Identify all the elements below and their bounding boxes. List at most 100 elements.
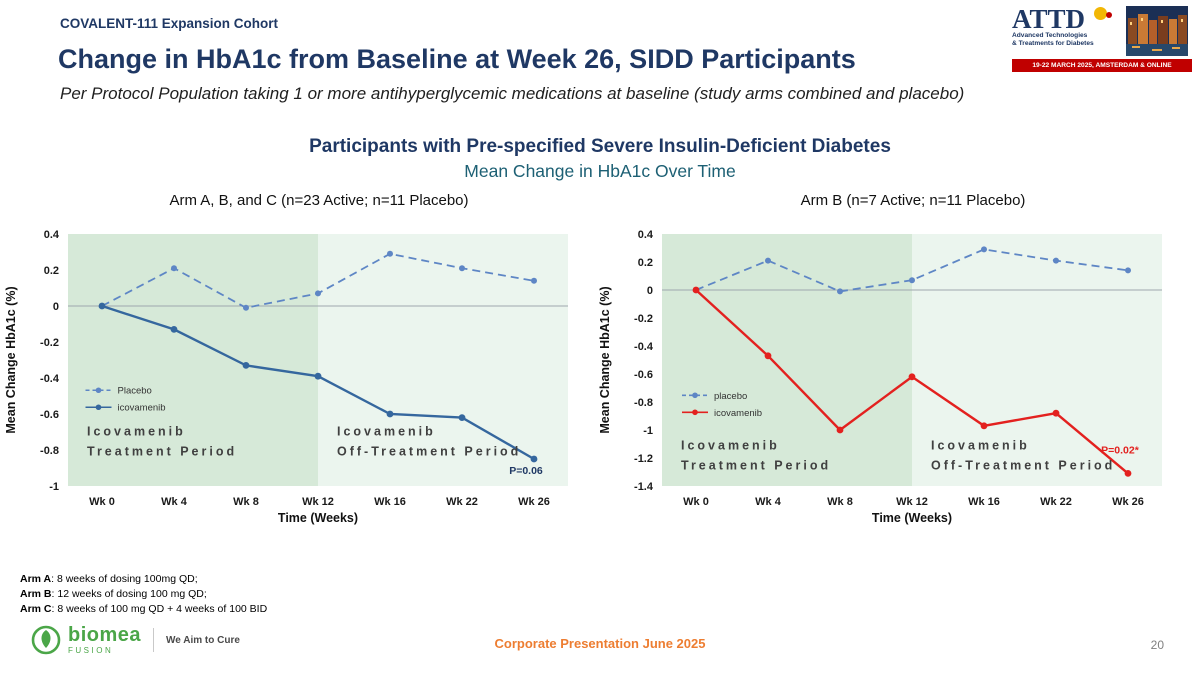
- data-point-placebo: [909, 277, 915, 284]
- y-tick-label: 0.2: [44, 265, 59, 277]
- attd-logo-block: ATTD Advanced Technologies & Treatments …: [1012, 6, 1192, 72]
- legend-marker: [95, 387, 102, 394]
- biomea-logo-icon: [31, 625, 61, 655]
- data-point-icovamenib: [242, 362, 250, 369]
- y-tick-label: -0.8: [634, 397, 653, 409]
- y-tick-label: -1: [643, 425, 653, 437]
- off-treatment-period-label: Off-Treatment Period: [931, 458, 1115, 472]
- off-treatment-period-label: Icovamenib: [337, 425, 436, 439]
- off-treatment-period-label: Icovamenib: [931, 438, 1030, 452]
- footnote-text: : 8 weeks of 100 mg QD + 4 weeks of 100 …: [51, 603, 268, 615]
- x-tick-label: Wk 8: [827, 496, 853, 508]
- x-tick-label: Wk 0: [89, 496, 115, 508]
- footnotes: Arm A: 8 weeks of dosing 100mg QD; Arm B…: [20, 572, 267, 617]
- footnote-text: : 8 weeks of dosing 100mg QD;: [51, 573, 198, 585]
- x-axis-label: Time (Weeks): [278, 511, 358, 525]
- section-subheading: Mean Change in HbA1c Over Time: [464, 161, 736, 181]
- data-point-placebo: [837, 288, 843, 295]
- x-tick-label: Wk 4: [161, 496, 188, 508]
- line-chart-arm-abc: 0.4 0.2 0 -0.2 -0.4 -0.6 -0.8 -1 Wk 0 Wk 4 Wk 8 Wk …: [4, 229, 568, 525]
- y-tick-label: -0.4: [634, 341, 654, 353]
- data-point-icovamenib: [980, 422, 988, 430]
- legend-marker: [692, 409, 698, 416]
- data-point-icovamenib: [1052, 409, 1060, 417]
- data-point-icovamenib: [98, 302, 106, 310]
- off-treatment-period-label: Off-Treatment Period: [337, 445, 521, 459]
- section-heading: Participants with Pre-specified Severe I…: [309, 136, 891, 157]
- x-axis-label: Time (Weeks): [872, 511, 952, 525]
- x-tick-label: Wk 8: [233, 496, 259, 508]
- footer-presentation-label: Corporate Presentation June 2025: [494, 636, 706, 651]
- x-tick-label: Wk 0: [683, 496, 709, 508]
- x-tick-label: Wk 4: [755, 496, 782, 508]
- x-tick-label: Wk 16: [968, 496, 1000, 508]
- data-point-icovamenib: [1124, 470, 1132, 477]
- footnote-label: Arm A: [20, 573, 52, 585]
- data-point-Placebo: [171, 265, 177, 272]
- data-point-icovamenib: [692, 286, 700, 294]
- x-tick-label: Wk 12: [302, 496, 334, 508]
- treatment-period-label: Treatment Period: [681, 458, 831, 472]
- footnote-arm-a: Arm A: 8 weeks of dosing 100mg QD;: [20, 572, 267, 587]
- chart-arm-b: Arm B (n=7 Active; n=11 Placebo) 0.4 0.2 0…: [596, 188, 1170, 535]
- attd-reddot-icon: [1106, 12, 1112, 18]
- data-point-icovamenib: [386, 410, 394, 418]
- data-point-placebo: [981, 246, 987, 253]
- biomea-tagline: We Aim to Cure: [166, 634, 240, 646]
- data-point-icovamenib: [530, 455, 538, 463]
- data-point-icovamenib: [908, 373, 916, 381]
- x-tick-label: Wk 26: [518, 496, 550, 508]
- treatment-period-label: Treatment Period: [87, 445, 237, 459]
- attd-tagline-2: & Treatments for Diabetes: [1012, 40, 1094, 47]
- chart-title-arm-b: Arm B (n=7 Active; n=11 Placebo): [800, 192, 1026, 209]
- data-point-placebo: [765, 257, 771, 264]
- off-treatment-region: [318, 234, 568, 486]
- legend-marker: [95, 404, 102, 411]
- treatment-period-label: Icovamenib: [681, 438, 780, 452]
- y-tick-label: -0.4: [40, 373, 60, 385]
- x-tick-label: Wk 16: [374, 496, 406, 508]
- treatment-period-region: [662, 234, 912, 486]
- y-tick-label: 0.2: [638, 257, 653, 269]
- footnote-label: Arm C: [20, 603, 52, 615]
- footnote-arm-b: Arm B: 12 weeks of dosing 100 mg QD;: [20, 587, 267, 602]
- x-tick-label: Wk 22: [1040, 496, 1072, 508]
- data-point-icovamenib: [836, 426, 844, 434]
- footnote-arm-c: Arm C: 8 weeks of 100 mg QD + 4 weeks of…: [20, 602, 267, 617]
- page-number: 20: [1150, 638, 1164, 652]
- y-tick-label: 0.4: [44, 229, 60, 241]
- treatment-period-label: Icovamenib: [87, 425, 186, 439]
- x-tick-label: Wk 26: [1112, 496, 1144, 508]
- data-point-icovamenib: [764, 352, 772, 360]
- p-value-annotation: P=0.06: [509, 465, 543, 477]
- y-tick-label: -0.8: [40, 445, 59, 457]
- biomea-logo-block: biomea FUSION We Aim to Cure: [30, 624, 240, 656]
- attd-tagline-1: Advanced Technologies: [1012, 32, 1088, 39]
- data-point-Placebo: [387, 250, 393, 257]
- legend-marker: [692, 392, 698, 399]
- y-tick-label: -0.2: [40, 337, 59, 349]
- legend-label: Placebo: [118, 386, 152, 397]
- footnote-label: Arm B: [20, 588, 52, 600]
- study-label: COVALENT-111 Expansion Cohort: [60, 16, 279, 31]
- y-axis-label: Mean Change HbA1c (%): [598, 286, 612, 433]
- y-axis-label: Mean Change HbA1c (%): [4, 286, 18, 433]
- data-point-Placebo: [315, 290, 321, 297]
- page-title: Change in HbA1c from Baseline at Week 26…: [58, 44, 856, 74]
- legend-label: placebo: [714, 391, 747, 402]
- data-point-Placebo: [243, 304, 249, 311]
- legend-label: icovamenib: [714, 408, 762, 419]
- y-tick-label: 0: [53, 301, 59, 313]
- y-tick-label: -1: [49, 481, 59, 493]
- y-tick-label: -0.6: [40, 409, 59, 421]
- data-point-Placebo: [531, 277, 537, 284]
- data-point-Placebo: [459, 265, 465, 272]
- page-subtitle: Per Protocol Population taking 1 or more…: [60, 84, 965, 103]
- y-tick-label: 0: [647, 285, 653, 297]
- treatment-period-region: [68, 234, 318, 486]
- y-tick-label: -0.6: [634, 369, 653, 381]
- line-chart-arm-b: 0.4 0.2 0 -0.2 -0.4 -0.6 -0.8 -1 -1.2 -1.4 Wk 0 Wk …: [598, 229, 1162, 525]
- y-tick-label: -1.2: [634, 453, 653, 465]
- biomea-brand-name: biomea: [68, 624, 142, 646]
- biomea-sub-brand: FUSION: [68, 646, 114, 655]
